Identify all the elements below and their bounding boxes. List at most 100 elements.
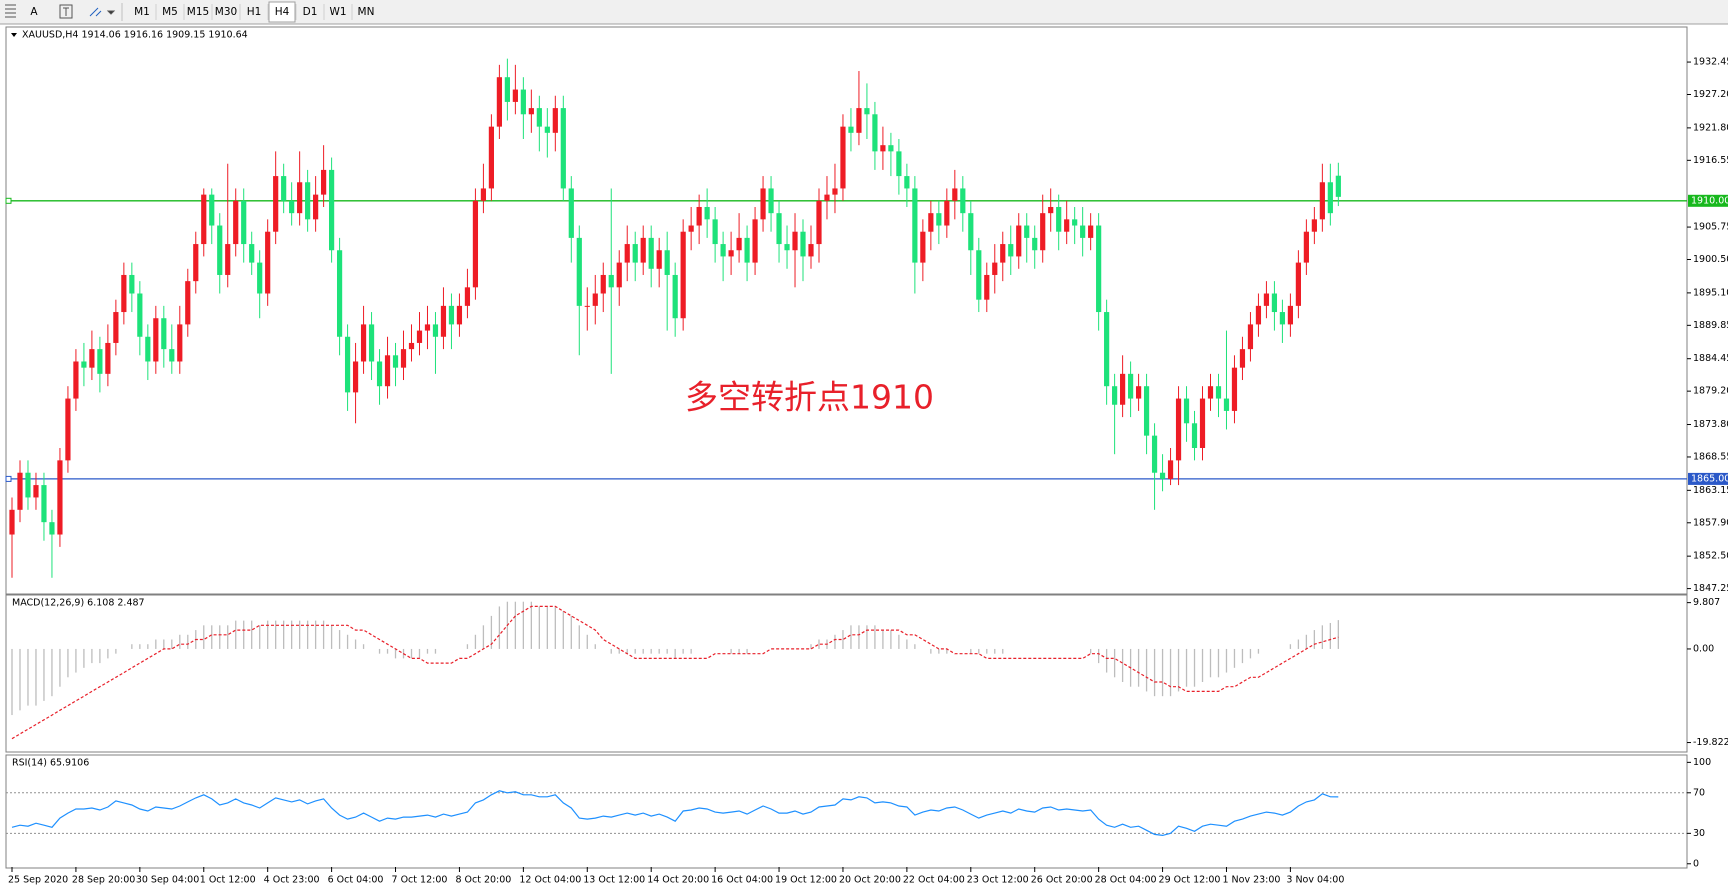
- candle-body: [728, 250, 734, 257]
- candle-body: [305, 182, 311, 220]
- candle-body: [1303, 231, 1309, 263]
- candle-body: [992, 262, 998, 275]
- candle-body: [25, 472, 31, 498]
- y-tick-label: 1868.55: [1693, 451, 1728, 462]
- x-tick-label: 6 Oct 04:00: [328, 875, 384, 886]
- candle-body: [752, 219, 758, 263]
- panel-frame: [5, 754, 1688, 869]
- x-tick-label: 30 Sep 04:00: [136, 875, 199, 886]
- candle-body: [640, 237, 646, 263]
- candle-body: [1223, 398, 1230, 411]
- candle-body: [33, 485, 39, 498]
- candle-body: [536, 108, 542, 127]
- candle-body: [520, 89, 526, 115]
- x-tick-label: 7 Oct 12:00: [392, 875, 448, 886]
- candle-body: [129, 274, 135, 294]
- candle-body: [1231, 367, 1238, 411]
- candle-body: [1128, 373, 1134, 399]
- x-tick-label: 1 Oct 12:00: [200, 875, 256, 886]
- candle-body: [400, 349, 407, 368]
- y-tick-label: 70: [1693, 787, 1705, 798]
- candle-body: [89, 349, 95, 368]
- candle-body: [1327, 182, 1333, 214]
- candle-body: [912, 188, 918, 263]
- dropdown[interactable]: [106, 10, 116, 15]
- timeframe-button[interactable]: W1: [329, 6, 346, 18]
- timeframe-selected: [268, 1, 296, 23]
- candle-body: [784, 244, 790, 251]
- x-tick-label: 26 Oct 20:00: [1031, 875, 1093, 886]
- candle-body: [1151, 435, 1158, 473]
- timeframe-button[interactable]: M30: [215, 6, 237, 18]
- candle-body: [321, 169, 327, 195]
- x-tick-label: 16 Oct 04:00: [711, 875, 773, 886]
- candle-body: [1247, 324, 1254, 350]
- candle-body: [448, 305, 455, 325]
- candle-body: [249, 244, 255, 263]
- candle-body: [648, 237, 654, 269]
- panel-frame: [5, 26, 1688, 595]
- candle-body: [760, 188, 766, 220]
- y-tick-label: -19.822: [1693, 737, 1728, 748]
- timeframe-button[interactable]: H1: [247, 6, 262, 18]
- candle-body: [1287, 305, 1293, 325]
- x-tick-label: 20 Oct 20:00: [839, 875, 901, 886]
- candle-body: [1311, 219, 1317, 232]
- candle-body: [336, 250, 343, 337]
- candle-body: [1295, 262, 1301, 306]
- candle-body: [193, 244, 199, 282]
- candle-body: [1016, 225, 1022, 257]
- candle-body: [776, 213, 782, 245]
- candle-body: [464, 287, 471, 306]
- candle-body: [65, 398, 71, 461]
- y-tick-label: 1873.80: [1693, 419, 1728, 430]
- candle-body: [552, 108, 558, 133]
- candle-body: [217, 225, 223, 275]
- candle-body: [1175, 398, 1182, 461]
- candle-body: [488, 126, 494, 189]
- x-tick-label: 29 Oct 12:00: [1159, 875, 1221, 886]
- candle-body: [161, 318, 167, 350]
- candle-body: [1008, 244, 1014, 257]
- candle-body: [880, 145, 886, 152]
- tool-button[interactable]: A: [30, 6, 38, 18]
- candle-body: [744, 237, 750, 263]
- candle-body: [1072, 219, 1078, 226]
- arrow-icon[interactable]: [89, 7, 102, 17]
- candle-body: [1239, 349, 1246, 368]
- timeframe-button[interactable]: M5: [162, 6, 178, 18]
- candle-body: [928, 213, 934, 232]
- x-tick-label: 3 Nov 04:00: [1286, 875, 1344, 886]
- timeframe-button[interactable]: M1: [134, 6, 150, 18]
- candle-body: [736, 237, 742, 251]
- x-tick-label: 14 Oct 20:00: [647, 875, 709, 886]
- candle-body: [233, 200, 239, 245]
- candle-body: [73, 361, 79, 399]
- candle-body: [9, 509, 15, 535]
- text-icon[interactable]: [59, 4, 73, 19]
- candle-body: [896, 151, 902, 177]
- candle-body: [960, 188, 966, 214]
- candle-body: [720, 244, 726, 257]
- level-label: 1865.00: [1691, 473, 1728, 484]
- candle-body: [384, 355, 391, 387]
- candle-body: [201, 194, 207, 245]
- timeframe-button[interactable]: D1: [303, 6, 318, 18]
- x-tick-label: 1 Nov 23:00: [1222, 875, 1280, 886]
- candle-body: [1143, 386, 1150, 436]
- candle-body: [1183, 398, 1190, 424]
- x-tick-label: 8 Oct 20:00: [455, 875, 511, 886]
- panel-title: RSI(14) 65.9106: [12, 758, 89, 769]
- candle-body: [1048, 206, 1054, 214]
- candle-body: [185, 281, 191, 325]
- timeframe-button[interactable]: MN: [358, 6, 375, 18]
- candle-body: [360, 324, 367, 362]
- candle-body: [848, 126, 854, 133]
- x-tick-label: 4 Oct 23:00: [264, 875, 320, 886]
- candle-body: [352, 361, 359, 393]
- candle-body: [792, 231, 798, 251]
- toolbar-icons: [5, 3, 123, 21]
- timeframe-button[interactable]: M15: [187, 6, 209, 18]
- timeframe-button[interactable]: H4: [275, 6, 290, 18]
- candle-body: [97, 349, 103, 374]
